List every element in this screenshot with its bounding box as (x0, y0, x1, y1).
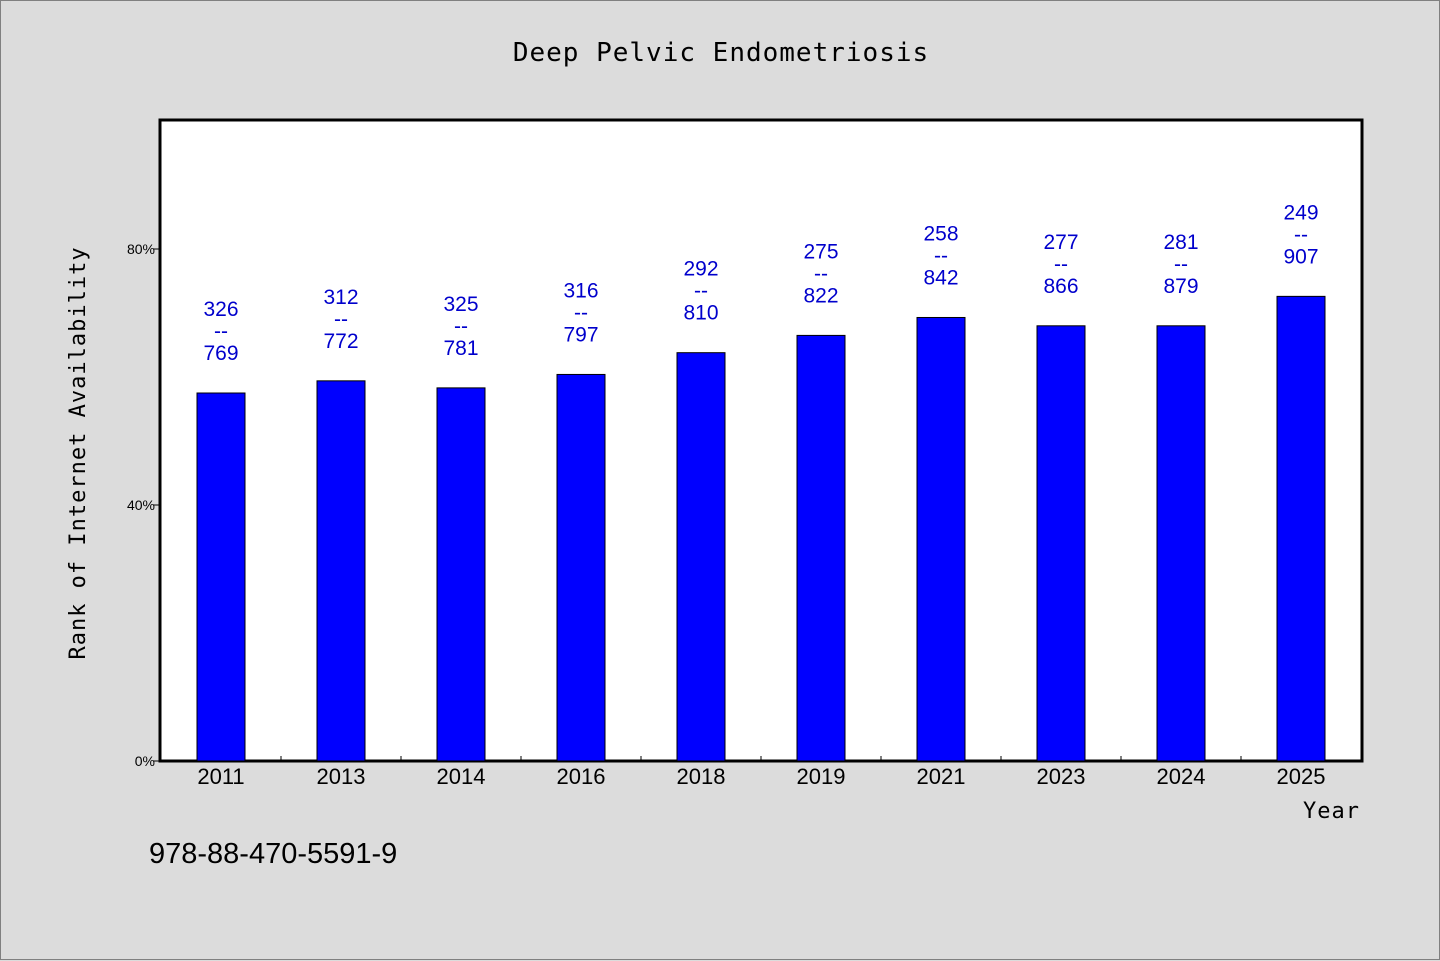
y-tick-label: 0% (135, 753, 155, 769)
data-label-2024: 281 (1163, 231, 1198, 254)
data-labels: 326--769312--772325--781316--797292--810… (203, 201, 1318, 365)
category-label-2016: 2016 (557, 764, 606, 789)
data-label-2023: -- (1054, 253, 1068, 276)
data-label-2018: -- (694, 280, 708, 303)
data-label-2011: -- (214, 320, 228, 343)
data-label-2016: 316 (563, 279, 598, 302)
y-axis-label: Rank of Internet Availability (66, 246, 91, 659)
y-axis-ticks: 0% 40% 80% (127, 241, 161, 769)
category-label-2013: 2013 (317, 764, 366, 789)
category-label-2018: 2018 (677, 764, 726, 789)
data-label-2011: 769 (203, 342, 238, 365)
data-label-2014: 781 (443, 337, 478, 360)
data-label-2013: 312 (323, 286, 358, 309)
y-tick-label: 80% (127, 241, 155, 257)
data-label-2014: 325 (443, 293, 478, 316)
data-label-2019: 822 (803, 284, 838, 307)
data-label-2021: -- (934, 244, 948, 267)
y-tick-label: 40% (127, 497, 155, 513)
data-label-2024: 879 (1163, 275, 1198, 298)
data-label-2018: 810 (683, 302, 718, 325)
category-label-2025: 2025 (1277, 764, 1326, 789)
data-label-2018: 292 (683, 258, 718, 281)
data-label-2021: 258 (923, 222, 958, 245)
category-label-2014: 2014 (437, 764, 486, 789)
bar-2011 (196, 392, 246, 762)
data-label-2016: -- (574, 301, 588, 324)
data-label-2013: 772 (323, 330, 358, 353)
data-label-2011: 326 (203, 298, 238, 321)
bar-2014 (436, 387, 486, 762)
data-label-2019: -- (814, 262, 828, 285)
x-axis-ticks (280, 756, 1242, 761)
data-label-2025: 907 (1283, 245, 1318, 268)
data-label-2019: 275 (803, 240, 838, 263)
bar-2025 (1276, 295, 1326, 762)
isbn-text: 978-88-470-5591-9 (149, 838, 397, 870)
data-label-2023: 866 (1043, 275, 1078, 298)
data-label-2014: -- (454, 315, 468, 338)
category-label-2019: 2019 (797, 764, 846, 789)
chart-title: Deep Pelvic Endometriosis (513, 38, 929, 68)
data-label-2025: 249 (1283, 201, 1318, 224)
bar-2023 (1036, 325, 1086, 762)
category-label-2021: 2021 (917, 764, 966, 789)
category-label-2023: 2023 (1037, 764, 1086, 789)
x-axis-label: Year (1303, 799, 1360, 824)
data-label-2013: -- (334, 308, 348, 331)
category-label-2024: 2024 (1157, 764, 1206, 789)
bar-2018 (676, 352, 726, 762)
bar-2016 (556, 373, 606, 762)
category-labels: 2011 2013 2014 2016 2018 2019 2021 2023 2024 2025 (197, 764, 1325, 789)
data-label-2021: 842 (923, 266, 958, 289)
bar-2021 (916, 316, 966, 762)
category-label-2011: 2011 (197, 764, 244, 789)
bar-2013 (316, 380, 366, 762)
bar-2019 (796, 334, 846, 762)
bars (196, 295, 1326, 762)
bar-2024 (1156, 325, 1206, 762)
data-label-2023: 277 (1043, 231, 1078, 254)
data-label-2024: -- (1174, 253, 1188, 276)
data-label-2025: -- (1294, 223, 1308, 246)
data-label-2016: 797 (563, 323, 598, 346)
